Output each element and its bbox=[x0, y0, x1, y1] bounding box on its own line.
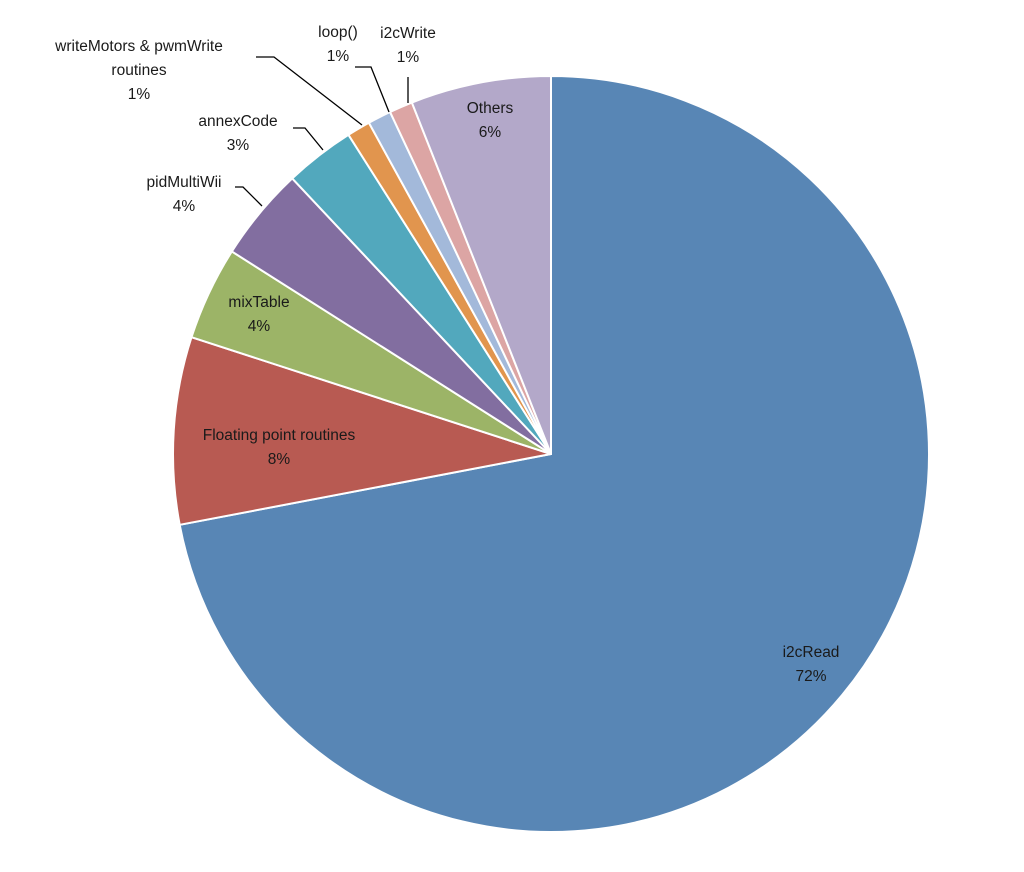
leader-line-writemotors-pwmwrite-routines bbox=[256, 56, 363, 126]
slice-label-mixtable: mixTable 4% bbox=[228, 294, 289, 335]
slice-label-annexcode: annexCode 3% bbox=[198, 113, 277, 154]
slice-name: annexCode bbox=[198, 113, 277, 130]
slice-label-floating-point-routines: Floating point routines 8% bbox=[203, 427, 356, 468]
slice-percent: 3% bbox=[227, 137, 250, 154]
slice-name: Floating point routines bbox=[203, 427, 356, 444]
slice-label-loop: loop() 1% bbox=[318, 24, 358, 65]
slice-name: routines bbox=[111, 62, 166, 79]
leader-lines bbox=[235, 56, 409, 207]
slice-percent: 1% bbox=[327, 48, 350, 65]
slice-percent: 1% bbox=[128, 86, 151, 103]
pie-slice-i2cread bbox=[178, 75, 930, 833]
slice-percent: 4% bbox=[248, 318, 271, 335]
slice-name: mixTable bbox=[228, 294, 289, 311]
slice-label-writemotors-pwmwrite-routines: writeMotors & pwmWrite routines 1% bbox=[54, 38, 223, 103]
slice-name: pidMultiWii bbox=[147, 174, 222, 191]
leader-line-loop bbox=[355, 66, 390, 113]
slice-percent: 72% bbox=[795, 668, 826, 685]
slice-name: loop() bbox=[318, 24, 358, 41]
slice-name: i2cWrite bbox=[380, 25, 436, 42]
pie-slice-floating-point-routines bbox=[172, 336, 552, 526]
slice-name: writeMotors & pwmWrite bbox=[54, 38, 223, 55]
pie-slices bbox=[172, 75, 930, 833]
slice-name: i2cRead bbox=[783, 644, 840, 661]
slice-percent: 4% bbox=[173, 198, 196, 215]
slice-percent: 8% bbox=[268, 451, 291, 468]
leader-line-annexcode bbox=[293, 127, 324, 151]
leader-line-pidmultiwii bbox=[235, 186, 263, 207]
slice-labels: i2cRead 72% Floating point routines 8% mixTa… bbox=[54, 24, 839, 685]
slice-name: Others bbox=[467, 100, 514, 117]
slice-percent: 6% bbox=[479, 124, 502, 141]
slice-label-others: Others 6% bbox=[467, 100, 514, 141]
pie-slice-others bbox=[410, 75, 552, 455]
slice-label-i2cwrite: i2cWrite 1% bbox=[380, 25, 436, 66]
slice-label-pidmultiwii: pidMultiWii 4% bbox=[147, 174, 222, 215]
slice-percent: 1% bbox=[397, 49, 420, 66]
slice-label-i2cread: i2cRead 72% bbox=[783, 644, 840, 685]
